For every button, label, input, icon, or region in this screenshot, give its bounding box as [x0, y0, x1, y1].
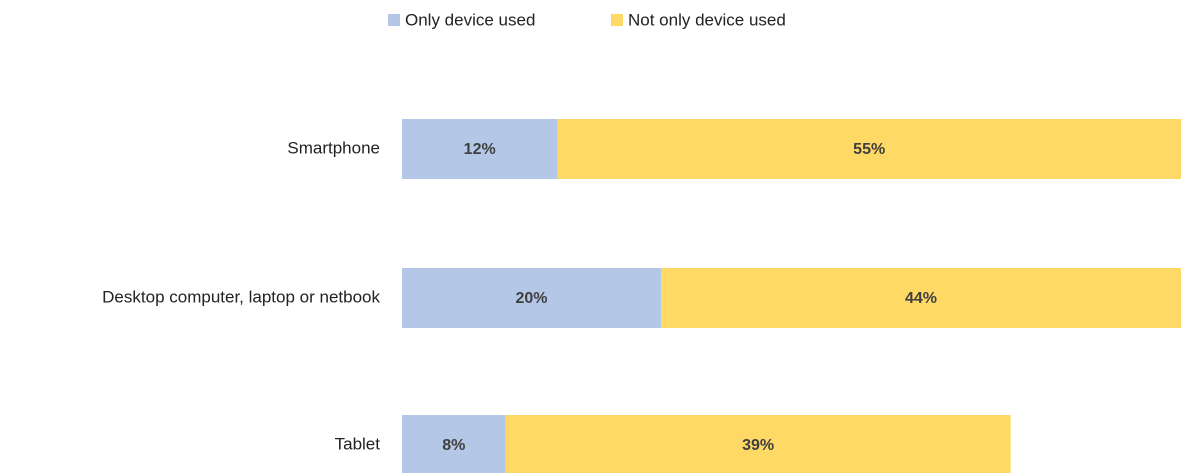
- value-label: 20%: [515, 290, 547, 307]
- category-label: Smartphone: [287, 138, 380, 157]
- value-label: 44%: [905, 290, 937, 307]
- bar-segment: [402, 119, 558, 179]
- legend-label: Not only device used: [628, 10, 786, 29]
- bar-segment: [402, 415, 506, 473]
- value-label: 8%: [442, 437, 465, 454]
- category-label: Desktop computer, laptop or netbook: [102, 287, 380, 306]
- legend-swatch: [388, 14, 400, 26]
- legend-label: Only device used: [405, 10, 535, 29]
- legend-swatch: [611, 14, 623, 26]
- bar-segment: [505, 415, 1011, 473]
- bar-segment: [402, 268, 661, 328]
- bar-segment: [661, 268, 1181, 328]
- category-label: Tablet: [335, 434, 381, 453]
- value-label: 39%: [742, 437, 774, 454]
- value-label: 55%: [853, 141, 885, 158]
- bar-segment: [557, 119, 1181, 179]
- value-label: 12%: [464, 141, 496, 158]
